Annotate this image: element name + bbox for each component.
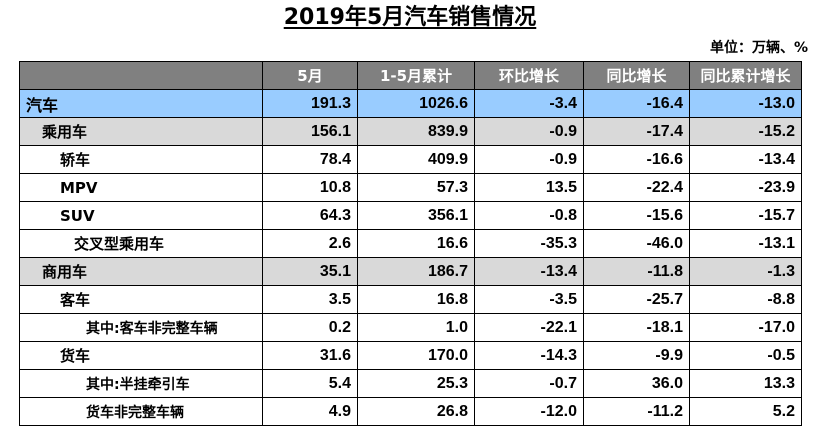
table-row: 其中:客车非完整车辆 0.2 1.0 -22.1 -18.1 -17.0: [19, 313, 802, 342]
row-label: 乘用车: [19, 117, 263, 146]
cell-ytd: 26.8: [357, 397, 475, 426]
cell-mom: -0.9: [474, 117, 584, 146]
unit-note: 单位：万辆、%: [709, 40, 808, 56]
cell-mom: -12.0: [474, 397, 584, 426]
cell-ytd: 25.3: [357, 369, 475, 398]
header-cell-mom: 环比增长: [474, 61, 584, 90]
cell-yoy: -11.2: [583, 397, 690, 426]
table-body: 汽车 191.3 1026.6 -3.4 -16.4 -13.0 乘用车 156.1 839.9…: [19, 89, 802, 426]
table-row: 乘用车 156.1 839.9 -0.9 -17.4 -15.2: [19, 117, 802, 146]
cell-ytd: 186.7: [357, 257, 475, 286]
row-label: 交叉型乘用车: [19, 229, 263, 258]
row-label: 其中:半挂牵引车: [19, 369, 263, 398]
header-cell-ytd-yoy: 同比累计增长: [689, 61, 802, 90]
cell-yoy: -15.6: [583, 201, 690, 230]
cell-yoy: -25.7: [583, 285, 690, 314]
table-row: 货车非完整车辆 4.9 26.8 -12.0 -11.2 5.2: [19, 397, 802, 426]
row-label: 货车: [19, 341, 263, 370]
cell-mom: -3.4: [474, 89, 584, 118]
table-row: 交叉型乘用车 2.6 16.6 -35.3 -46.0 -13.1: [19, 229, 802, 258]
page-title: 2019年5月汽车销售情况: [0, 2, 820, 34]
cell-ytd: 1026.6: [357, 89, 475, 118]
cell-mom: -0.8: [474, 201, 584, 230]
cell-mom: -3.5: [474, 285, 584, 314]
cell-ytd-yoy: -13.0: [689, 89, 802, 118]
row-label: 轿车: [19, 145, 263, 174]
row-label: 客车: [19, 285, 263, 314]
cell-ytd-yoy: -23.9: [689, 173, 802, 202]
cell-ytd-yoy: -8.8: [689, 285, 802, 314]
cell-mom: -0.7: [474, 369, 584, 398]
cell-may: 35.1: [262, 257, 358, 286]
cell-ytd-yoy: -13.1: [689, 229, 802, 258]
cell-ytd: 1.0: [357, 313, 475, 342]
cell-ytd-yoy: -17.0: [689, 313, 802, 342]
header-cell-category: [19, 61, 263, 90]
cell-ytd-yoy: -1.3: [689, 257, 802, 286]
cell-mom: -13.4: [474, 257, 584, 286]
cell-may: 5.4: [262, 369, 358, 398]
cell-ytd: 170.0: [357, 341, 475, 370]
cell-may: 4.9: [262, 397, 358, 426]
cell-may: 156.1: [262, 117, 358, 146]
table-header-row: 5月 1-5月累计 环比增长 同比增长 同比累计增长: [19, 61, 802, 90]
cell-yoy: -18.1: [583, 313, 690, 342]
table-row: 轿车 78.4 409.9 -0.9 -16.6 -13.4: [19, 145, 802, 174]
cell-ytd: 16.8: [357, 285, 475, 314]
cell-ytd: 409.9: [357, 145, 475, 174]
cell-ytd-yoy: 5.2: [689, 397, 802, 426]
table-row: 商用车 35.1 186.7 -13.4 -11.8 -1.3: [19, 257, 802, 286]
cell-mom: -35.3: [474, 229, 584, 258]
cell-ytd: 57.3: [357, 173, 475, 202]
cell-yoy: -22.4: [583, 173, 690, 202]
cell-mom: -22.1: [474, 313, 584, 342]
cell-may: 64.3: [262, 201, 358, 230]
table-row: 客车 3.5 16.8 -3.5 -25.7 -8.8: [19, 285, 802, 314]
cell-ytd-yoy: 13.3: [689, 369, 802, 398]
cell-ytd: 356.1: [357, 201, 475, 230]
cell-mom: -14.3: [474, 341, 584, 370]
row-label: 商用车: [19, 257, 263, 286]
title-text: 2019年5月汽车销售情况: [283, 5, 537, 30]
header-cell-ytd: 1-5月累计: [357, 61, 475, 90]
cell-ytd-yoy: -0.5: [689, 341, 802, 370]
cell-yoy: -9.9: [583, 341, 690, 370]
sales-table: 5月 1-5月累计 环比增长 同比增长 同比累计增长 汽车 191.3 1026.6…: [19, 61, 802, 426]
table-row: SUV 64.3 356.1 -0.8 -15.6 -15.7: [19, 201, 802, 230]
cell-yoy: -17.4: [583, 117, 690, 146]
table-row: MPV 10.8 57.3 13.5 -22.4 -23.9: [19, 173, 802, 202]
cell-ytd-yoy: -15.2: [689, 117, 802, 146]
cell-ytd-yoy: -13.4: [689, 145, 802, 174]
cell-may: 191.3: [262, 89, 358, 118]
cell-may: 0.2: [262, 313, 358, 342]
header-cell-yoy: 同比增长: [583, 61, 690, 90]
cell-ytd: 16.6: [357, 229, 475, 258]
cell-ytd-yoy: -15.7: [689, 201, 802, 230]
row-label: MPV: [19, 173, 263, 202]
cell-mom: -0.9: [474, 145, 584, 174]
row-label: 汽车: [19, 89, 263, 118]
table-row: 货车 31.6 170.0 -14.3 -9.9 -0.5: [19, 341, 802, 370]
cell-yoy: -46.0: [583, 229, 690, 258]
cell-yoy: 36.0: [583, 369, 690, 398]
table-row: 其中:半挂牵引车 5.4 25.3 -0.7 36.0 13.3: [19, 369, 802, 398]
row-label: 货车非完整车辆: [19, 397, 263, 426]
cell-yoy: -16.4: [583, 89, 690, 118]
row-label: SUV: [19, 201, 263, 230]
row-label: 其中:客车非完整车辆: [19, 313, 263, 342]
cell-may: 10.8: [262, 173, 358, 202]
cell-ytd: 839.9: [357, 117, 475, 146]
cell-yoy: -11.8: [583, 257, 690, 286]
cell-yoy: -16.6: [583, 145, 690, 174]
cell-may: 3.5: [262, 285, 358, 314]
cell-may: 2.6: [262, 229, 358, 258]
table-row: 汽车 191.3 1026.6 -3.4 -16.4 -13.0: [19, 89, 802, 118]
header-cell-may: 5月: [262, 61, 358, 90]
cell-may: 31.6: [262, 341, 358, 370]
cell-may: 78.4: [262, 145, 358, 174]
cell-mom: 13.5: [474, 173, 584, 202]
